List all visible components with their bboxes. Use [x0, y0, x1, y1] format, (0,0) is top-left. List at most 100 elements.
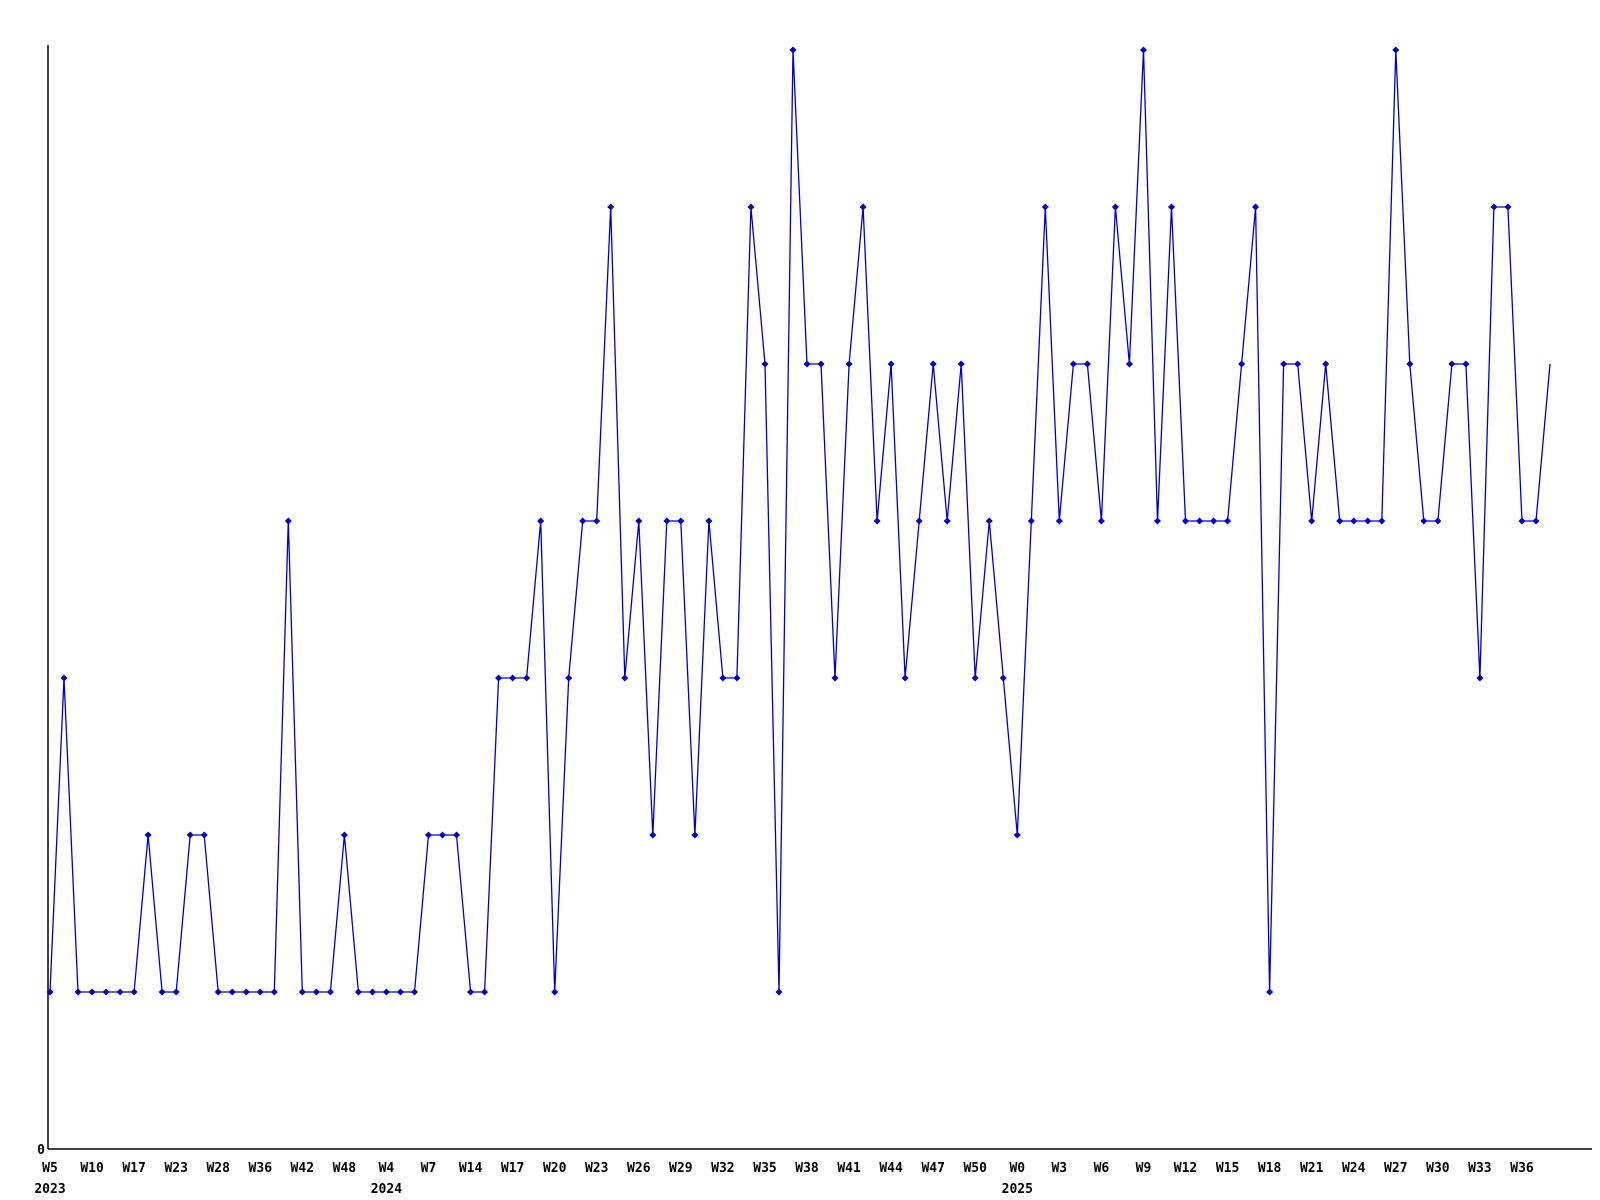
data-point	[1167, 203, 1175, 211]
data-point	[523, 674, 531, 682]
x-tick-label: W12	[1174, 1161, 1197, 1176]
data-point	[1406, 360, 1414, 368]
data-point	[88, 988, 96, 996]
data-point	[1336, 517, 1344, 525]
data-point	[1420, 517, 1428, 525]
data-point	[326, 988, 334, 996]
data-point	[1013, 831, 1021, 839]
y-axis-zero-label: 0	[37, 1143, 45, 1158]
data-point	[60, 674, 68, 682]
data-point	[887, 360, 895, 368]
data-point	[172, 988, 180, 996]
data-point	[1364, 517, 1372, 525]
data-point	[410, 988, 418, 996]
data-point	[929, 360, 937, 368]
x-tick-label: W0	[1009, 1161, 1025, 1176]
data-point	[200, 831, 208, 839]
data-point	[298, 988, 306, 996]
data-point	[1139, 46, 1147, 54]
x-tick-label: W21	[1300, 1161, 1324, 1176]
data-point	[453, 831, 461, 839]
x-tick-label: W23	[585, 1161, 608, 1176]
data-point	[1476, 674, 1484, 682]
data-point	[985, 517, 993, 525]
data-point	[1392, 46, 1400, 54]
x-tick-label: W6	[1094, 1161, 1110, 1176]
data-point	[971, 674, 979, 682]
data-point	[943, 517, 951, 525]
x-tick-label: W23	[164, 1161, 187, 1176]
x-tick-label: W26	[627, 1161, 651, 1176]
data-point	[1125, 360, 1133, 368]
data-point	[439, 831, 447, 839]
data-point	[495, 674, 503, 682]
x-tick-label: W41	[837, 1161, 861, 1176]
data-point	[228, 988, 236, 996]
data-point	[1182, 517, 1190, 525]
data-point	[831, 674, 839, 682]
data-point	[1083, 360, 1091, 368]
data-point	[1350, 517, 1358, 525]
data-point	[803, 360, 811, 368]
data-point	[1055, 517, 1063, 525]
data-point	[354, 988, 362, 996]
data-point	[242, 988, 250, 996]
data-point	[396, 988, 404, 996]
data-point	[1069, 360, 1077, 368]
x-axis-tick-labels: W5 W10 W17 W23 W28 W36 W42 W48 W4 W7 W14 W17 W20 W23 W…	[42, 1161, 1534, 1176]
data-point	[1378, 517, 1386, 525]
x-tick-label: W33	[1468, 1161, 1491, 1176]
data-point	[761, 360, 769, 368]
data-point	[859, 203, 867, 211]
data-point	[705, 517, 713, 525]
x-tick-label: W18	[1258, 1161, 1282, 1176]
data-point	[999, 674, 1007, 682]
x-tick-label: W47	[921, 1161, 944, 1176]
data-point	[635, 517, 643, 525]
data-point	[1490, 203, 1498, 211]
data-point	[607, 203, 615, 211]
data-point	[509, 674, 517, 682]
data-point	[663, 517, 671, 525]
data-point	[1448, 360, 1456, 368]
data-point	[144, 831, 152, 839]
data-point	[340, 831, 348, 839]
axes	[47, 45, 1592, 1150]
data-point	[102, 988, 110, 996]
data-point	[74, 988, 82, 996]
data-point	[1196, 517, 1204, 525]
x-tick-label: W9	[1136, 1161, 1152, 1176]
x-tick-label: W10	[80, 1161, 104, 1176]
data-point	[1041, 203, 1049, 211]
data-point	[621, 674, 629, 682]
data-point	[186, 831, 194, 839]
x-tick-label: W38	[795, 1161, 819, 1176]
data-point	[467, 988, 475, 996]
year-label: 2024	[371, 1182, 402, 1197]
data-point	[873, 517, 881, 525]
data-point	[368, 988, 376, 996]
data-point	[425, 831, 433, 839]
data-point	[1252, 203, 1260, 211]
x-tick-label: W17	[122, 1161, 145, 1176]
data-point	[1532, 517, 1540, 525]
data-point	[1434, 517, 1442, 525]
x-axis-year-labels: 2023 2024 2025	[34, 1182, 1033, 1197]
data-point	[1224, 517, 1232, 525]
x-tick-label: W27	[1384, 1161, 1407, 1176]
data-point	[593, 517, 601, 525]
x-tick-label: W36	[249, 1161, 273, 1176]
x-tick-label: W14	[459, 1161, 483, 1176]
data-point	[1322, 360, 1330, 368]
data-point	[130, 988, 138, 996]
x-tick-label: W20	[543, 1161, 567, 1176]
x-tick-label: W36	[1510, 1161, 1534, 1176]
data-point	[789, 46, 797, 54]
x-tick-label: W44	[879, 1161, 903, 1176]
x-tick-label: W24	[1342, 1161, 1366, 1176]
x-tick-label: W35	[753, 1161, 776, 1176]
data-point	[46, 988, 54, 996]
data-point	[284, 517, 292, 525]
x-tick-label: W17	[501, 1161, 524, 1176]
